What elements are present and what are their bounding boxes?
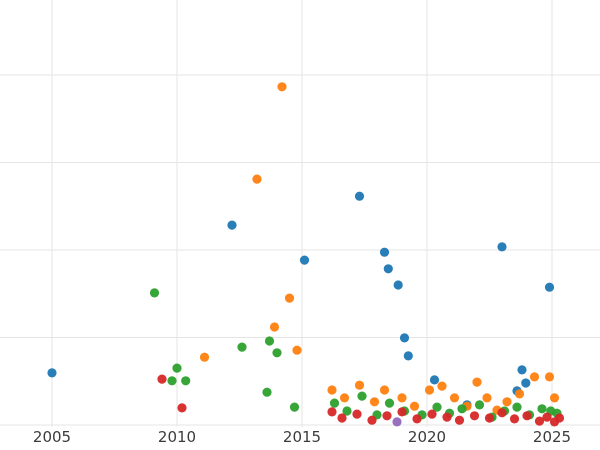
- data-point: [269, 322, 280, 332]
- data-point: [327, 385, 337, 395]
- data-point: [457, 404, 467, 414]
- data-point: [177, 403, 187, 413]
- data-point: [289, 402, 300, 412]
- data-point: [442, 412, 452, 422]
- x-tick-label: 2025: [533, 428, 571, 446]
- data-point: [227, 220, 237, 230]
- data-point: [181, 376, 191, 386]
- x-tick-label: 2020: [408, 428, 446, 446]
- data-point: [149, 288, 160, 298]
- data-point: [327, 407, 337, 417]
- data-point: [393, 280, 403, 290]
- data-point: [554, 413, 565, 423]
- data-point: [474, 400, 485, 410]
- data-point: [522, 411, 532, 421]
- data-point: [329, 398, 340, 408]
- data-point: [157, 374, 167, 384]
- data-point: [403, 351, 413, 361]
- data-point: [277, 82, 287, 92]
- gridlines: [0, 0, 600, 427]
- data-point: [427, 409, 437, 419]
- series-blue: [47, 191, 555, 410]
- data-point: [379, 385, 390, 395]
- x-tick-label: 2005: [33, 428, 71, 446]
- data-point: [369, 397, 380, 407]
- data-point: [542, 412, 552, 422]
- data-point: [534, 416, 545, 426]
- data-point: [512, 402, 522, 412]
- data-point: [549, 393, 560, 403]
- data-point: [354, 191, 365, 201]
- data-point: [384, 398, 395, 408]
- data-point: [167, 376, 177, 386]
- data-point: [199, 352, 210, 362]
- data-point: [342, 406, 352, 416]
- data-point: [497, 408, 507, 418]
- data-point: [397, 407, 407, 417]
- data-point: [484, 413, 495, 423]
- data-point: [424, 385, 435, 395]
- data-point: [537, 404, 547, 414]
- series-orange: [199, 82, 560, 415]
- data-point: [262, 387, 272, 397]
- x-tick-label: 2010: [158, 428, 196, 446]
- data-point: [514, 389, 525, 399]
- data-point: [497, 242, 507, 252]
- data-point: [352, 409, 362, 419]
- data-point: [469, 411, 480, 421]
- data-point: [502, 397, 512, 407]
- data-point: [482, 393, 492, 403]
- data-point: [544, 282, 555, 292]
- data-point: [339, 393, 350, 403]
- data-point: [449, 393, 460, 403]
- series-red: [157, 374, 565, 427]
- data-point: [292, 345, 302, 355]
- x-axis-tick-labels: 2005 2010 2015 2020 2025: [33, 428, 571, 446]
- data-point: [517, 365, 527, 375]
- data-point: [399, 333, 410, 343]
- series-purple: [392, 417, 402, 427]
- data-point: [382, 411, 392, 421]
- data-point: [284, 293, 295, 303]
- data-point: [237, 342, 247, 352]
- data-point: [409, 401, 420, 411]
- data-point: [392, 417, 402, 427]
- x-tick-label: 2015: [283, 428, 321, 446]
- data-point: [264, 336, 275, 346]
- data-point: [299, 255, 310, 265]
- data-point: [397, 393, 407, 403]
- data-point: [357, 391, 367, 401]
- data-point: [337, 413, 347, 423]
- data-point: [379, 247, 390, 257]
- data-point: [47, 368, 57, 378]
- data-point: [412, 414, 422, 424]
- data-point: [252, 174, 262, 184]
- data-point: [529, 372, 540, 382]
- data-point: [367, 415, 377, 425]
- data-point: [472, 377, 482, 387]
- data-point: [432, 402, 442, 412]
- data-point: [429, 375, 440, 385]
- data-point: [172, 363, 182, 373]
- data-point: [521, 378, 531, 388]
- data-point: [354, 380, 365, 390]
- data-point: [544, 372, 555, 382]
- data-point: [437, 381, 447, 391]
- data-point: [509, 414, 520, 424]
- data-point: [454, 415, 465, 425]
- data-point: [272, 348, 282, 358]
- data-point: [383, 264, 393, 274]
